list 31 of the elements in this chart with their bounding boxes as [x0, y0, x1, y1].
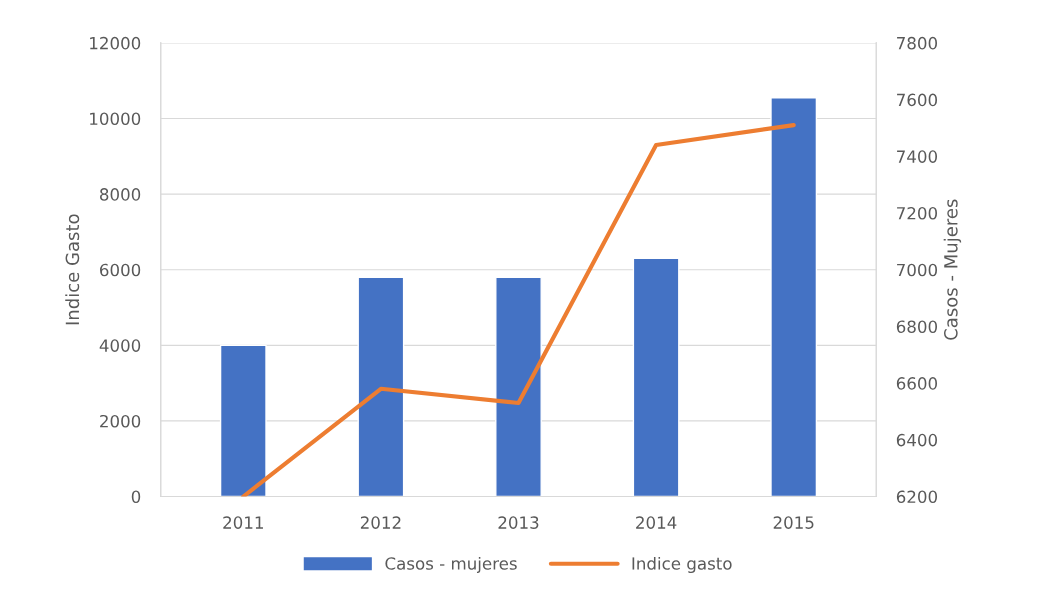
x-tick-label: 2013: [498, 516, 539, 529]
y2-tick-label: 7600: [897, 93, 938, 107]
bar: [219, 344, 267, 497]
bar: [357, 276, 405, 497]
bar: [632, 257, 680, 497]
y-tick-label: 6000: [100, 263, 141, 277]
y2-tick-label: 6400: [896, 433, 938, 447]
y2-tick-label: 7800: [897, 36, 938, 50]
y2-axis-title: Casos - Mujeres: [943, 199, 962, 340]
y-tick-label: 4000: [99, 339, 141, 352]
y-tick-label: 0: [131, 490, 141, 504]
line-series: [241, 123, 796, 497]
y2-tick-label: 6600: [896, 377, 938, 390]
y-tick-label: 2000: [100, 414, 141, 428]
y-tick-label: 12000: [90, 36, 141, 50]
y2-tick-label: 6200: [896, 490, 938, 504]
x-tick-label: 2011: [223, 516, 263, 529]
x-tick-label: 2014: [636, 516, 677, 529]
y2-tick-label: 7200: [897, 206, 938, 220]
y-tick-label: 10000: [90, 112, 141, 126]
bar: [770, 97, 818, 497]
y2-tick-label: 7400: [897, 150, 938, 163]
y-axis-title: Indice Gasto: [65, 214, 80, 325]
y2-tick-label: 6800: [896, 320, 938, 333]
x-tick-label: 2015: [773, 516, 814, 529]
x-tick-label: 2012: [360, 516, 401, 529]
y-tick-label: 8000: [100, 188, 141, 201]
y2-tick-label: 7000: [897, 263, 938, 277]
legend-label: Indice gasto: [632, 556, 732, 574]
bar: [495, 276, 542, 497]
legend-label: Casos - mujeres: [385, 556, 517, 574]
